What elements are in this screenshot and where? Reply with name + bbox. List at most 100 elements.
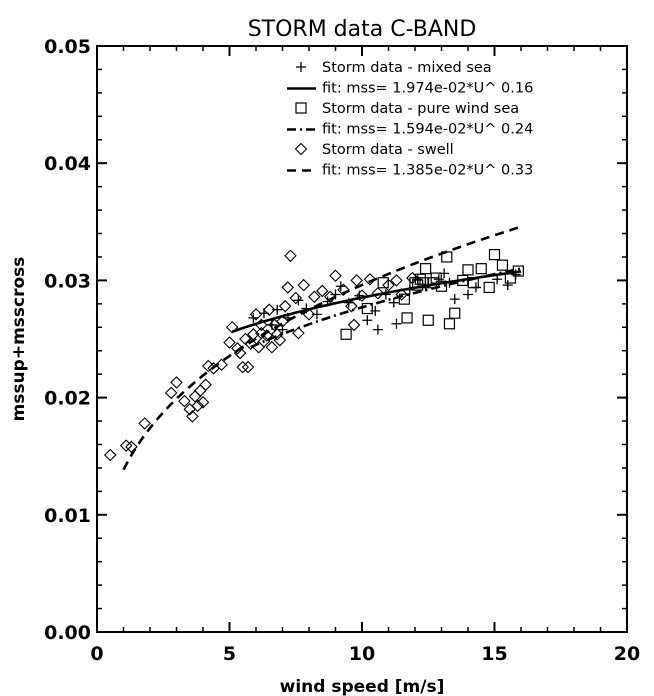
legend-marker-plus <box>296 62 306 72</box>
legend-entry: Storm data - mixed sea <box>296 60 492 76</box>
y-tick-label: 0.00 <box>44 622 91 644</box>
legend-marker-square <box>295 102 307 114</box>
plus-point <box>449 294 460 305</box>
diamond-point <box>241 360 255 374</box>
diamond-point <box>178 394 191 408</box>
legend-marker-diamond <box>294 142 308 156</box>
diamond-point <box>284 249 297 263</box>
diamond-point <box>371 287 385 300</box>
legend-entry: fit: mss= 1.974e-02*U^ 0.16 <box>287 81 533 97</box>
diamond-point <box>103 448 117 462</box>
diamond-point <box>196 396 210 409</box>
diamond-point <box>125 440 138 454</box>
diamond-point <box>281 281 295 294</box>
diamond-point <box>255 318 268 332</box>
diamond-point <box>395 288 409 301</box>
square-point <box>377 277 389 289</box>
diamond-point <box>273 333 287 347</box>
legend-entry: Storm data - swell <box>294 142 454 158</box>
plus-point <box>502 280 513 291</box>
y-axis-label: mssup+msscross <box>9 257 29 422</box>
diamond-point <box>382 278 395 292</box>
plus-point <box>272 304 283 315</box>
y-tick-label: 0.05 <box>44 36 91 58</box>
fit-line-dashed <box>122 225 522 471</box>
square-point <box>462 264 474 276</box>
legend-entry: fit: mss= 1.594e-02*U^ 0.24 <box>287 122 533 138</box>
diamond-point <box>315 284 329 298</box>
plus-point <box>362 315 373 326</box>
legend-label: fit: mss= 1.594e-02*U^ 0.24 <box>322 122 533 138</box>
square-point <box>496 259 509 271</box>
x-tick-label: 20 <box>614 643 640 665</box>
diamond-point <box>276 315 289 328</box>
diamond-point <box>350 274 363 287</box>
y-tick-label: 0.04 <box>44 153 91 175</box>
diamond-point <box>355 289 369 302</box>
diamond-point <box>265 340 279 354</box>
diamond-point <box>138 417 151 430</box>
square-point <box>361 302 373 315</box>
diamond-point <box>191 399 204 413</box>
diamond-point <box>225 321 239 334</box>
diamond-point <box>233 346 247 360</box>
square-point <box>475 263 487 275</box>
diamond-point <box>289 291 303 305</box>
diamond-point <box>406 271 419 285</box>
diamond-point <box>308 290 321 304</box>
square-point <box>441 251 453 263</box>
diamond-point <box>262 303 276 316</box>
diamond-point <box>260 329 273 342</box>
legend-label: fit: mss= 1.974e-02*U^ 0.16 <box>322 81 533 97</box>
square-point <box>420 263 432 275</box>
fit-line-dashdot <box>250 267 522 349</box>
diamond-point <box>119 439 133 452</box>
y-tick-label: 0.02 <box>44 388 91 410</box>
diamond-point <box>278 299 292 313</box>
diamond-point <box>270 328 284 341</box>
diamond-point <box>231 342 244 355</box>
plus-point <box>463 289 473 300</box>
square-point <box>422 314 434 326</box>
data-points <box>103 249 524 462</box>
legend-entry: fit: mss= 1.385e-02*U^ 0.33 <box>287 163 533 179</box>
square-point <box>504 272 516 284</box>
diamond-point <box>199 378 212 391</box>
y-tick-label: 0.01 <box>44 505 91 527</box>
chart-title: STORM data C-BAND <box>248 17 477 42</box>
x-tick-label: 10 <box>349 643 375 665</box>
legend-label: Storm data - pure wind sea <box>322 101 519 117</box>
square-point <box>409 277 421 289</box>
x-tick-label: 5 <box>223 643 236 665</box>
diamond-point <box>223 336 236 349</box>
diamond-point <box>170 376 183 389</box>
diamond-point <box>329 269 342 282</box>
square-point <box>398 293 410 305</box>
diamond-point <box>345 299 358 313</box>
square-point <box>483 281 495 294</box>
plus-point <box>372 324 383 335</box>
legend-label: Storm data - swell <box>322 142 454 158</box>
diamond-point <box>255 326 268 340</box>
diamond-point <box>292 326 305 340</box>
plus-point <box>388 297 399 308</box>
square-point <box>340 328 352 340</box>
square-point <box>401 312 413 324</box>
diamond-point <box>215 358 228 372</box>
x-tick-label: 0 <box>90 643 103 665</box>
diamond-point <box>236 360 250 374</box>
diamond-point <box>363 272 377 286</box>
plus-point <box>330 289 341 300</box>
diamond-point <box>244 337 257 350</box>
diamond-point <box>194 384 207 397</box>
y-tick-label: 0.03 <box>44 270 91 292</box>
diamond-point <box>186 410 199 423</box>
square-point <box>449 307 461 319</box>
diamond-point <box>347 318 361 332</box>
plus-point <box>492 274 503 285</box>
diamond-point <box>337 283 350 297</box>
x-tick-label: 15 <box>481 643 507 665</box>
square-point <box>488 249 501 261</box>
legend-label: Storm data - mixed sea <box>322 60 492 76</box>
